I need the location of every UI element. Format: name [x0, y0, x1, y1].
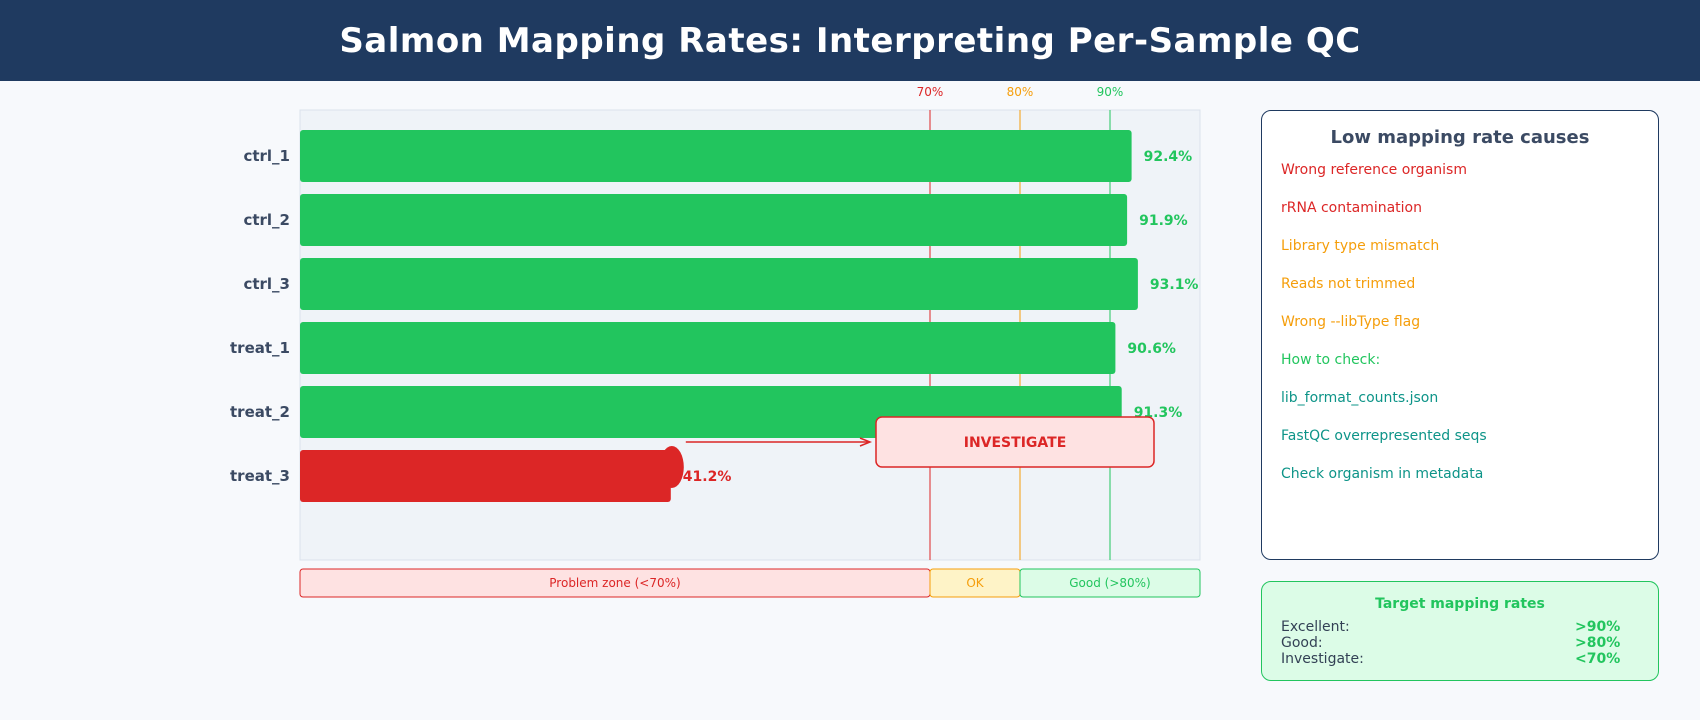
- target-value: <70%: [1575, 651, 1621, 667]
- cause-item: rRNA contamination: [1281, 200, 1422, 216]
- threshold-label: 70%: [917, 85, 944, 99]
- cause-item: Reads not trimmed: [1281, 276, 1416, 292]
- bar: [300, 450, 671, 502]
- cause-item: Library type mismatch: [1281, 238, 1440, 254]
- cause-item: Wrong reference organism: [1281, 162, 1467, 178]
- category-label: ctrl_2: [243, 211, 290, 229]
- bar: [300, 258, 1138, 310]
- target-rates-panel: Target mapping rates Excellent: >90% Goo…: [1261, 581, 1659, 681]
- target-value: >90%: [1575, 619, 1621, 635]
- data-label: 41.2%: [683, 469, 732, 485]
- investigate-box: [875, 416, 1155, 468]
- zone-label: Good (>80%): [1069, 576, 1151, 590]
- causes-panel: Low mapping rate causes Wrong reference …: [1261, 110, 1659, 560]
- page-title: Salmon Mapping Rates: Interpreting Per-S…: [339, 20, 1361, 61]
- data-label: 90.6%: [1127, 341, 1176, 357]
- data-label: 91.9%: [1139, 213, 1188, 229]
- target-label: Excellent:: [1281, 619, 1350, 635]
- target-row-good: Good: >80%: [1281, 635, 1620, 651]
- category-label: treat_1: [230, 339, 290, 357]
- target-label: Investigate:: [1281, 651, 1364, 667]
- data-label: 93.1%: [1150, 277, 1199, 293]
- check-item: Check organism in metadata: [1281, 466, 1484, 482]
- target-label: Good:: [1281, 635, 1323, 651]
- causes-panel-title: Low mapping rate causes: [1330, 127, 1590, 148]
- zone-label: OK: [966, 576, 984, 590]
- investigate-label: INVESTIGATE: [964, 435, 1067, 451]
- category-label: treat_3: [230, 467, 290, 485]
- data-label: 92.4%: [1144, 149, 1193, 165]
- bar-end-blob: [659, 446, 684, 488]
- threshold-label: 90%: [1097, 85, 1124, 99]
- bar: [300, 322, 1116, 374]
- category-label: ctrl_3: [243, 275, 290, 293]
- target-value: >80%: [1575, 635, 1621, 651]
- arrow-head: [859, 437, 873, 447]
- check-item: lib_format_counts.json: [1281, 390, 1439, 406]
- bar: [300, 194, 1128, 246]
- threshold-label: 80%: [1007, 85, 1034, 99]
- target-row-excellent: Excellent: >90%: [1281, 619, 1620, 635]
- bar: [300, 130, 1132, 182]
- mapping-rate-chart: 70% 80% 90% ctrl_1 92.4% ctrl_2 91.9% ctrl_3 93…: [230, 85, 1201, 598]
- zone-band: [1019, 568, 1201, 598]
- title-bar: Salmon Mapping Rates: Interpreting Per-S…: [0, 0, 1700, 81]
- check-item: FastQC overrepresented seqs: [1281, 428, 1487, 444]
- category-label: ctrl_1: [243, 147, 290, 165]
- target-rates-title: Target mapping rates: [1375, 596, 1545, 612]
- cause-item: Wrong --libType flag: [1281, 314, 1421, 330]
- zone-label: Problem zone (<70%): [549, 576, 680, 590]
- target-row-investigate: Investigate: <70%: [1281, 651, 1620, 667]
- category-label: treat_2: [230, 403, 290, 421]
- check-heading: How to check:: [1281, 352, 1381, 368]
